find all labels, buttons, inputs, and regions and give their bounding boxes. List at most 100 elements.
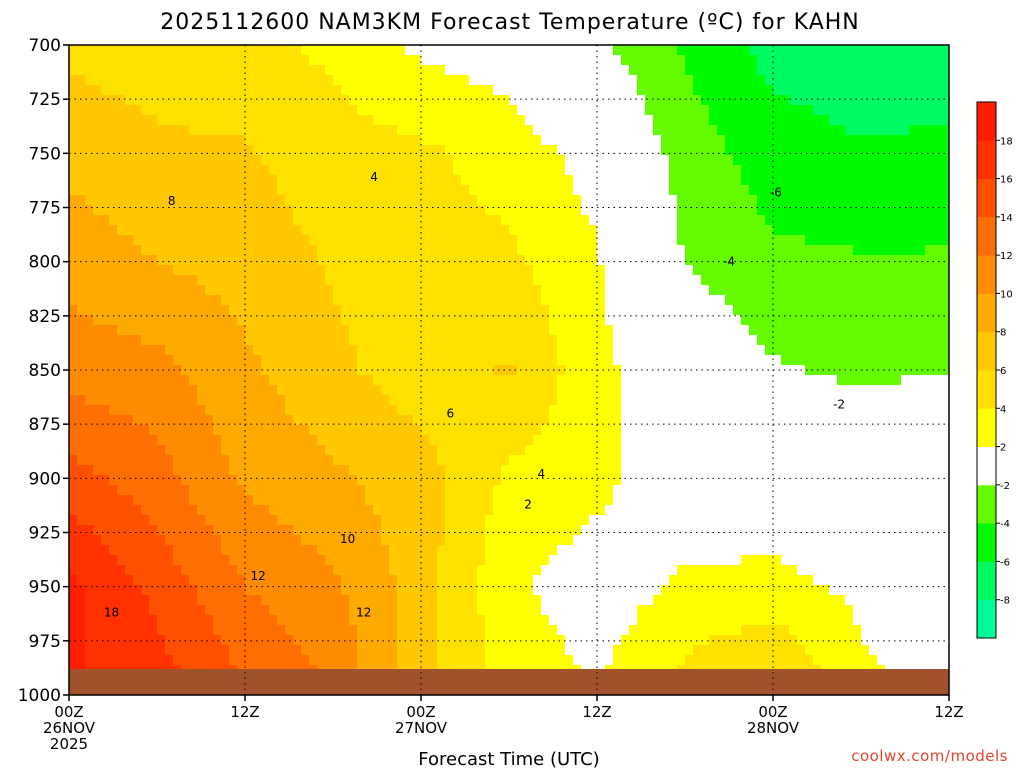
field-cell xyxy=(917,115,926,126)
field-cell xyxy=(381,255,390,266)
field-cell xyxy=(877,65,886,76)
field-cell xyxy=(229,85,238,96)
field-cell xyxy=(853,305,862,316)
field-cell xyxy=(365,135,374,146)
field-cell xyxy=(837,75,846,86)
field-cell xyxy=(437,405,446,416)
field-cell xyxy=(781,245,790,256)
field-cell xyxy=(69,195,78,206)
field-cell xyxy=(829,295,838,306)
field-cell xyxy=(517,135,526,146)
field-cell xyxy=(893,395,902,406)
field-cell xyxy=(917,105,926,116)
field-cell xyxy=(309,415,318,426)
field-cell xyxy=(885,475,894,486)
field-cell xyxy=(581,105,590,116)
field-cell xyxy=(93,445,102,456)
field-cell xyxy=(557,395,566,406)
field-cell xyxy=(165,225,174,236)
field-cell xyxy=(365,325,374,336)
field-cell xyxy=(589,425,598,436)
field-cell xyxy=(333,375,342,386)
field-cell xyxy=(277,135,286,146)
field-cell xyxy=(69,255,78,266)
field-cell xyxy=(77,325,86,336)
field-cell xyxy=(501,135,510,146)
field-cell xyxy=(77,105,86,116)
field-cell xyxy=(205,345,214,356)
field-cell xyxy=(709,95,718,106)
field-cell xyxy=(597,475,606,486)
field-cell xyxy=(933,225,942,236)
field-cell xyxy=(245,135,254,146)
field-cell xyxy=(565,65,574,76)
field-cell xyxy=(909,415,918,426)
field-cell xyxy=(669,455,678,466)
field-cell xyxy=(669,95,678,106)
field-cell xyxy=(245,455,254,466)
field-cell xyxy=(789,75,798,86)
field-cell xyxy=(157,385,166,396)
field-cell xyxy=(413,375,422,386)
field-cell xyxy=(69,315,78,326)
field-cell xyxy=(917,245,926,256)
field-cell xyxy=(661,115,670,126)
field-cell xyxy=(869,265,878,276)
field-cell xyxy=(149,215,158,226)
field-cell xyxy=(869,435,878,446)
field-cell xyxy=(645,435,654,446)
field-cell xyxy=(901,485,910,496)
field-cell xyxy=(493,115,502,126)
field-cell xyxy=(525,275,534,286)
field-cell xyxy=(941,395,949,406)
field-cell xyxy=(405,395,414,406)
field-cell xyxy=(765,255,774,266)
field-cell xyxy=(669,75,678,86)
field-cell xyxy=(501,255,510,266)
field-cell xyxy=(789,295,798,306)
field-cell xyxy=(925,485,934,496)
field-cell xyxy=(325,295,334,306)
field-cell xyxy=(917,455,926,466)
field-cell xyxy=(509,245,518,256)
field-cell xyxy=(765,485,774,496)
field-cell xyxy=(405,385,414,396)
field-cell xyxy=(685,265,694,276)
field-cell xyxy=(109,465,118,476)
field-cell xyxy=(933,465,942,476)
field-cell xyxy=(765,105,774,116)
field-cell xyxy=(789,425,798,436)
field-cell xyxy=(69,115,78,126)
field-cell xyxy=(677,285,686,296)
field-cell xyxy=(829,265,838,276)
field-cell xyxy=(93,175,102,186)
field-cell xyxy=(701,415,710,426)
field-cell xyxy=(485,445,494,456)
field-cell xyxy=(117,255,126,266)
field-cell xyxy=(205,255,214,266)
field-cell xyxy=(109,445,118,456)
field-cell xyxy=(213,265,222,276)
field-cell xyxy=(365,255,374,266)
field-cell xyxy=(901,355,910,366)
field-cell xyxy=(557,215,566,226)
field-cell xyxy=(229,265,238,276)
field-cell xyxy=(909,395,918,406)
field-cell xyxy=(765,175,774,186)
field-cell xyxy=(109,115,118,126)
field-cell xyxy=(461,205,470,216)
field-cell xyxy=(357,455,366,466)
field-cell xyxy=(85,365,94,376)
field-cell xyxy=(917,285,926,296)
field-cell xyxy=(669,445,678,456)
field-cell xyxy=(877,95,886,106)
field-cell xyxy=(941,155,949,166)
field-cell xyxy=(357,145,366,156)
field-cell xyxy=(133,485,142,496)
field-cell xyxy=(933,305,942,316)
field-cell xyxy=(797,285,806,296)
field-cell xyxy=(389,495,398,506)
field-cell xyxy=(565,315,574,326)
field-cell xyxy=(645,45,654,56)
field-cell xyxy=(901,455,910,466)
